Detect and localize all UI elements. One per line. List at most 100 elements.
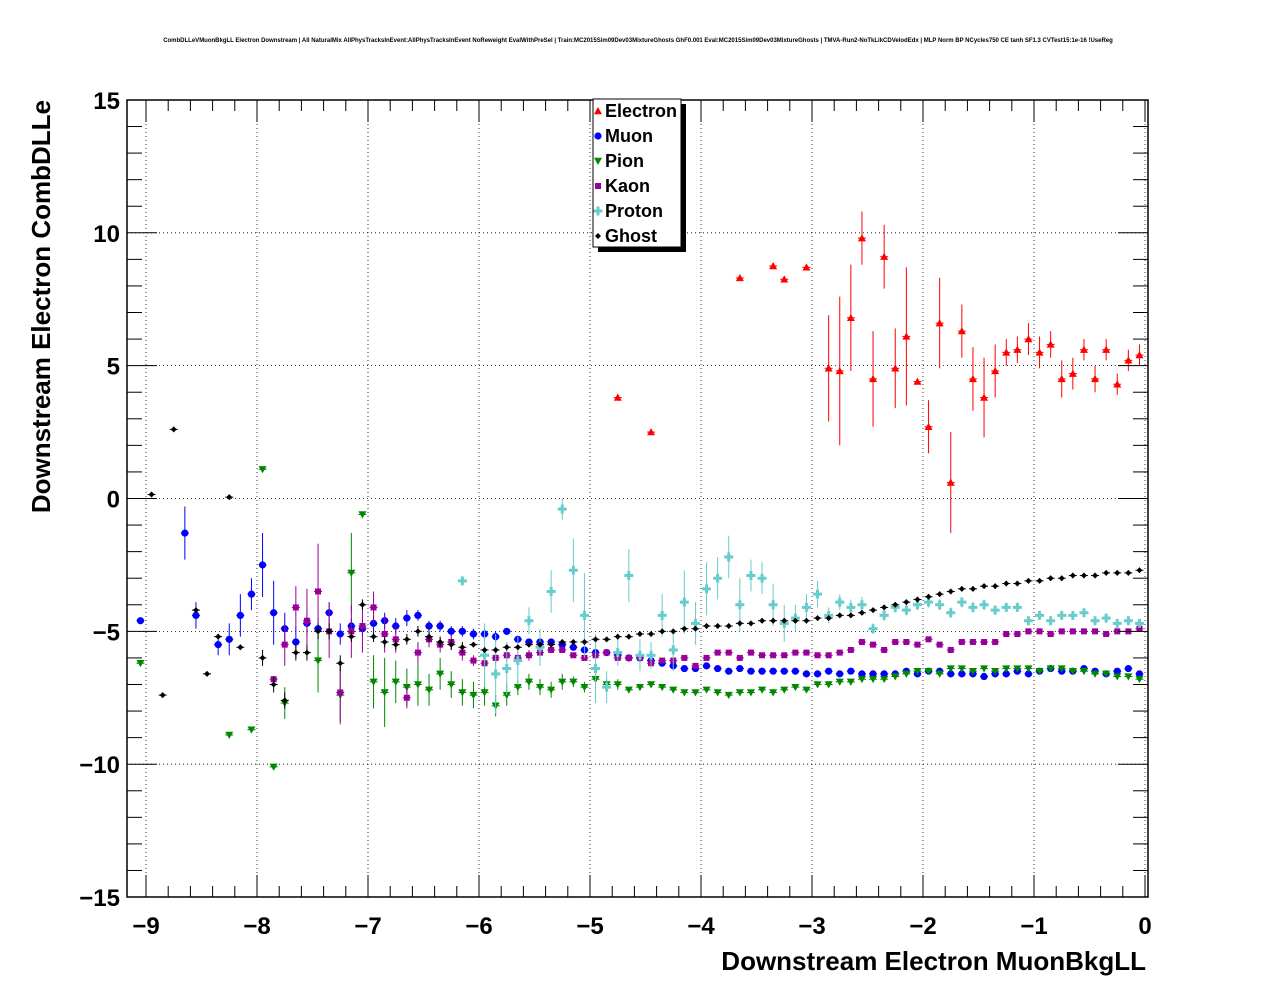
legend-label: Kaon bbox=[605, 176, 650, 196]
point-marker bbox=[802, 686, 811, 694]
point-marker bbox=[1112, 618, 1122, 628]
x-tick-label: −9 bbox=[132, 913, 159, 940]
data-point bbox=[569, 676, 578, 688]
data-point bbox=[647, 681, 656, 689]
data-point bbox=[724, 623, 733, 630]
data-point bbox=[735, 664, 744, 673]
point-marker bbox=[558, 678, 567, 686]
point-marker bbox=[902, 332, 911, 340]
data-point bbox=[136, 660, 145, 668]
point-marker bbox=[759, 617, 766, 624]
data-point bbox=[769, 262, 778, 270]
point-marker bbox=[724, 552, 734, 562]
data-point bbox=[813, 681, 822, 689]
point-marker bbox=[881, 646, 888, 653]
data-point bbox=[735, 654, 744, 661]
data-point bbox=[613, 639, 623, 666]
point-marker bbox=[758, 667, 766, 675]
point-marker bbox=[958, 585, 965, 592]
point-marker bbox=[1025, 577, 1032, 584]
point-marker bbox=[1092, 628, 1099, 635]
point-marker bbox=[980, 665, 989, 673]
data-point bbox=[802, 649, 811, 656]
data-point bbox=[957, 596, 967, 608]
legend-label: Pion bbox=[605, 151, 644, 171]
point-marker bbox=[847, 667, 855, 675]
data-point bbox=[579, 572, 589, 658]
point-marker bbox=[946, 478, 955, 486]
point-marker bbox=[1014, 631, 1021, 638]
point-marker bbox=[236, 611, 244, 620]
data-point bbox=[813, 652, 822, 659]
point-marker bbox=[736, 664, 744, 673]
point-marker bbox=[936, 591, 943, 598]
data-point bbox=[824, 681, 833, 689]
point-marker bbox=[225, 731, 234, 739]
data-point bbox=[857, 638, 866, 645]
point-marker bbox=[1135, 675, 1144, 684]
point-marker bbox=[1103, 569, 1110, 576]
data-point bbox=[924, 400, 933, 454]
point-marker bbox=[1046, 665, 1055, 673]
point-marker bbox=[913, 668, 922, 676]
point-marker bbox=[247, 590, 256, 598]
data-point bbox=[835, 649, 844, 656]
data-point bbox=[214, 633, 223, 640]
data-point bbox=[968, 585, 977, 592]
data-point bbox=[1135, 567, 1144, 574]
point-marker bbox=[636, 631, 643, 638]
data-point bbox=[258, 466, 267, 474]
point-marker bbox=[1057, 665, 1066, 673]
data-point bbox=[946, 432, 955, 534]
point-marker bbox=[502, 691, 511, 700]
data-point bbox=[746, 689, 755, 697]
point-marker bbox=[635, 650, 645, 660]
legend-item-kaon: Kaon bbox=[595, 176, 650, 196]
point-marker bbox=[1035, 348, 1044, 356]
point-marker bbox=[414, 649, 421, 656]
point-marker bbox=[869, 670, 877, 678]
data-point bbox=[702, 654, 711, 661]
point-marker bbox=[692, 662, 699, 669]
point-marker bbox=[204, 670, 211, 677]
data-point bbox=[1112, 618, 1122, 628]
data-point bbox=[291, 644, 300, 661]
data-point bbox=[336, 655, 345, 672]
point-marker bbox=[659, 628, 666, 635]
point-marker bbox=[858, 609, 865, 616]
point-marker bbox=[458, 627, 466, 635]
point-marker bbox=[614, 633, 621, 640]
data-point bbox=[1079, 339, 1088, 361]
data-points bbox=[136, 211, 1144, 771]
point-marker bbox=[880, 670, 888, 678]
point-marker bbox=[1091, 670, 1100, 678]
data-point bbox=[1068, 572, 1077, 579]
point-marker bbox=[702, 686, 711, 694]
data-point bbox=[469, 681, 478, 709]
data-point bbox=[1012, 602, 1022, 612]
data-point bbox=[824, 667, 833, 675]
point-marker bbox=[680, 664, 688, 673]
point-marker bbox=[624, 686, 633, 694]
data-point bbox=[802, 263, 811, 271]
point-marker bbox=[514, 644, 521, 651]
point-marker bbox=[746, 571, 756, 581]
data-point bbox=[957, 665, 966, 673]
point-marker bbox=[447, 681, 456, 689]
point-marker bbox=[569, 678, 578, 686]
data-point bbox=[635, 631, 644, 638]
point-marker bbox=[903, 599, 910, 606]
point-marker bbox=[326, 628, 333, 635]
point-marker bbox=[714, 623, 721, 630]
data-point bbox=[491, 646, 500, 653]
data-point bbox=[1046, 331, 1055, 358]
point-marker bbox=[192, 607, 199, 614]
data-point bbox=[924, 668, 933, 676]
data-point bbox=[602, 636, 611, 643]
point-marker bbox=[258, 561, 267, 569]
point-marker bbox=[1003, 631, 1010, 638]
point-marker bbox=[1035, 610, 1045, 620]
data-point bbox=[1068, 357, 1077, 390]
data-point bbox=[669, 686, 678, 694]
data-point bbox=[425, 620, 434, 632]
